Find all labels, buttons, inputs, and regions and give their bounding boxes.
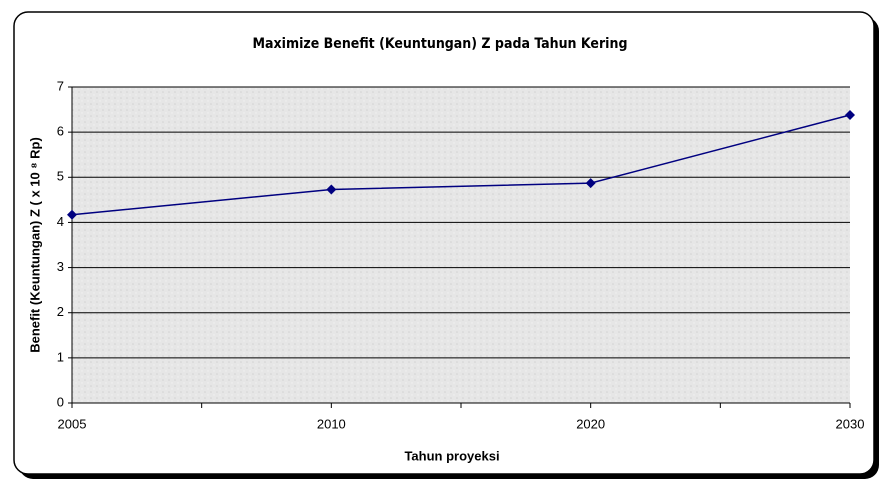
x-tick-label: 2005 xyxy=(58,416,87,431)
x-tick-label: 2030 xyxy=(836,416,865,431)
point xyxy=(585,178,596,189)
y-tick-label: 5 xyxy=(57,169,64,184)
y-tick-label: 1 xyxy=(57,349,64,364)
x-tick-label: 2020 xyxy=(576,416,605,431)
y-axis-title: Benefit (Keuntungan) Z ( x 10 ⁸ Rp) xyxy=(27,137,42,353)
chart-title: Maximize Benefit (Keuntungan) Z pada Tah… xyxy=(253,36,628,52)
y-tick-label: 0 xyxy=(57,394,64,409)
point xyxy=(67,209,77,220)
point xyxy=(845,109,855,120)
x-tick-label: 2010 xyxy=(317,416,346,431)
y-tick-label: 4 xyxy=(57,214,64,229)
plot-area xyxy=(72,87,850,403)
x-axis-title: Tahun proyeksi xyxy=(404,448,499,463)
line xyxy=(71,114,851,216)
y-tick-label: 7 xyxy=(57,78,64,93)
y-tick-label: 6 xyxy=(57,124,64,139)
point xyxy=(326,184,337,195)
y-tick-label: 2 xyxy=(57,304,64,319)
y-tick-label: 3 xyxy=(57,259,64,274)
